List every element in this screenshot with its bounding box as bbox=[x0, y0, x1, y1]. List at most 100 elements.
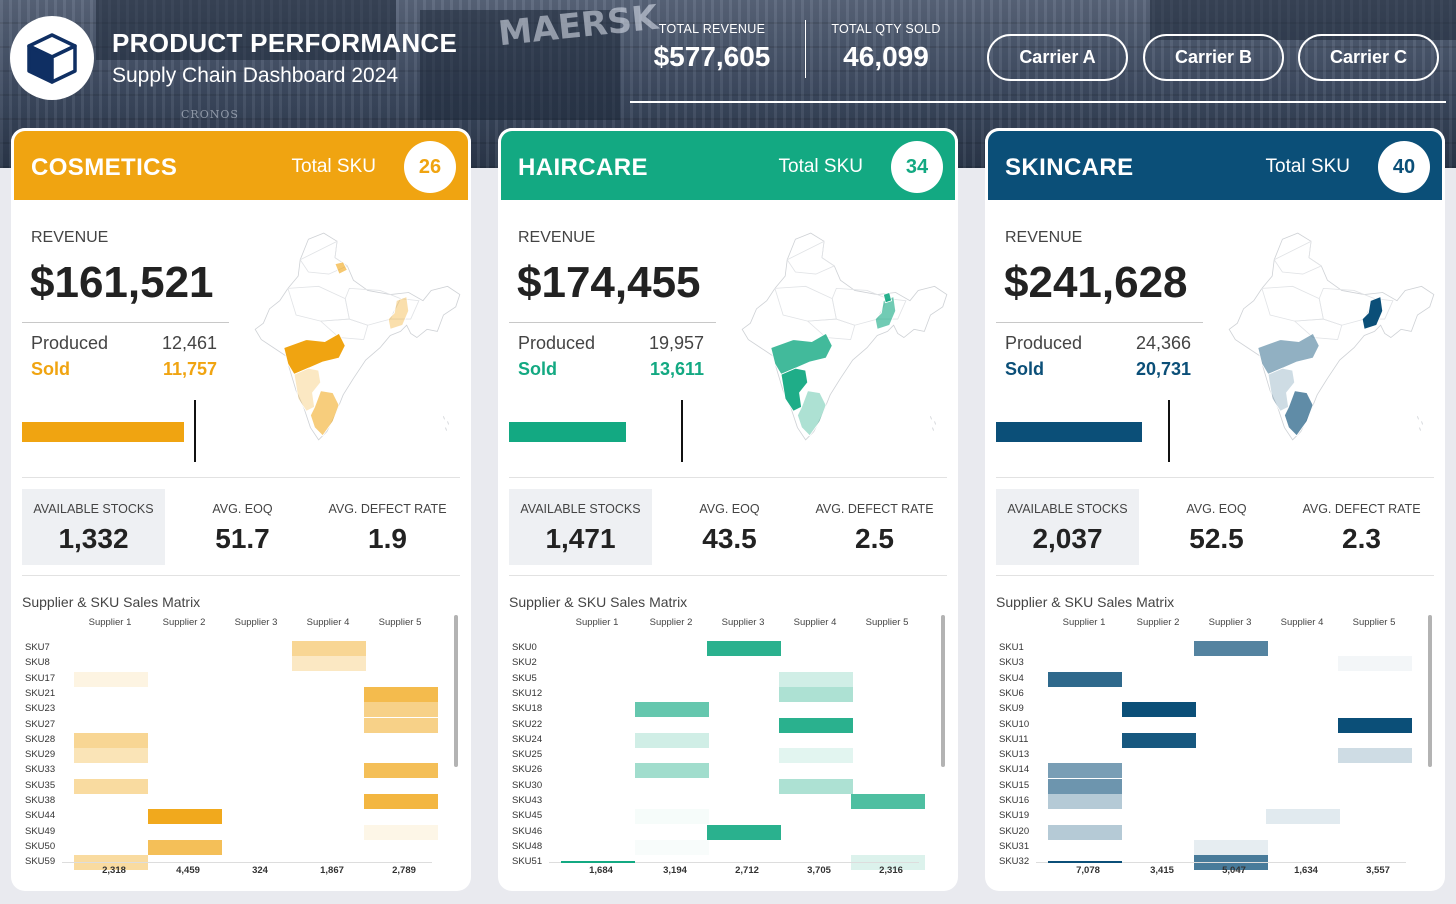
matrix-scrollbar[interactable] bbox=[454, 615, 458, 767]
divider bbox=[22, 575, 460, 576]
matrix-cell bbox=[1048, 794, 1122, 809]
category-name: COSMETICS bbox=[31, 154, 178, 181]
matrix-sku-label: SKU59 bbox=[25, 856, 56, 868]
matrix-sku-label: SKU7 bbox=[25, 642, 50, 653]
total-sku-badge: 40 bbox=[1378, 141, 1430, 193]
map-outline bbox=[254, 232, 461, 441]
matrix-sku-label: SKU25 bbox=[512, 749, 543, 761]
map-region-west-bengal bbox=[1361, 296, 1384, 330]
matrix-supplier-total: 4,459 bbox=[176, 865, 200, 876]
matrix-sku-label: SKU45 bbox=[512, 810, 543, 822]
matrix-sku-label: SKU26 bbox=[512, 764, 543, 776]
map-islands bbox=[934, 421, 936, 425]
stat-value: 1,332 bbox=[58, 523, 129, 554]
matrix-cell bbox=[1048, 671, 1122, 687]
stat-label: AVAILABLE STOCKS bbox=[33, 502, 154, 516]
matrix-supplier-header: Supplier 2 bbox=[1136, 617, 1180, 628]
matrix-supplier-header: Supplier 3 bbox=[721, 617, 765, 628]
stat-avg-eoq: AVG. EOQ 52.5 bbox=[1145, 489, 1288, 565]
category-card-skincare: SKINCARE Total SKU 40 REVENUE $241,628 Produc… bbox=[985, 128, 1445, 891]
header-divider bbox=[630, 101, 1446, 103]
header-banner: MAERSK CRONOS bbox=[0, 0, 1456, 168]
revenue-label: REVENUE bbox=[518, 229, 596, 246]
matrix-cell bbox=[635, 702, 709, 718]
stat-label: AVG. DEFECT RATE bbox=[815, 502, 934, 516]
divider bbox=[22, 477, 460, 478]
matrix-cell bbox=[779, 748, 853, 764]
stat-label: AVG. EOQ bbox=[699, 502, 760, 516]
divider bbox=[22, 322, 229, 323]
matrix-cell bbox=[851, 794, 925, 809]
matrix-supplier-header: Supplier 3 bbox=[1208, 617, 1252, 628]
matrix-cell bbox=[74, 778, 148, 794]
divider bbox=[509, 322, 716, 323]
matrix-sku-label: SKU23 bbox=[25, 703, 56, 715]
stat-label: AVG. EOQ bbox=[1186, 502, 1247, 516]
matrix-supplier-total: 1,684 bbox=[589, 865, 613, 876]
carrier-a-button[interactable]: Carrier A bbox=[987, 34, 1128, 81]
supplier-sku-matrix: Supplier 1 Supplier 2 Supplier 3 Supplier 4… bbox=[22, 612, 462, 882]
matrix-sku-label: SKU19 bbox=[999, 810, 1030, 822]
map-state-border bbox=[1363, 298, 1394, 320]
matrix-axis-highlight bbox=[1048, 861, 1122, 863]
map-islands bbox=[1419, 427, 1421, 431]
matrix-supplier-total: 7,078 bbox=[1076, 865, 1100, 876]
supplier-sku-matrix: Supplier 1 Supplier 2 Supplier 3 Supplier 4… bbox=[996, 612, 1436, 882]
matrix-supplier-header: Supplier 1 bbox=[1062, 617, 1106, 628]
matrix-sku-label: SKU28 bbox=[25, 733, 56, 745]
matrix-cell bbox=[1338, 717, 1412, 733]
matrix-axis bbox=[1036, 862, 1406, 863]
matrix-sku-label: SKU31 bbox=[999, 840, 1030, 852]
map-region-maharashtra bbox=[283, 332, 346, 375]
total-sku-label: Total SKU bbox=[291, 156, 376, 177]
sold-row: Sold 11,757 bbox=[31, 359, 217, 380]
map-state-border bbox=[786, 240, 836, 275]
kpi-label: TOTAL QTY SOLD bbox=[831, 22, 941, 36]
stat-value: 2.5 bbox=[855, 523, 894, 554]
background-container-text: CRONOS bbox=[181, 108, 239, 121]
matrix-supplier-total: 3,557 bbox=[1366, 865, 1390, 876]
kpi-value: $577,605 bbox=[653, 41, 771, 72]
stat-value: 2,037 bbox=[1032, 523, 1103, 554]
total-sku-badge: 26 bbox=[404, 141, 456, 193]
kpi-total-revenue: TOTAL REVENUE $577,605 bbox=[646, 22, 778, 73]
matrix-supplier-header: Supplier 4 bbox=[793, 617, 837, 628]
map-state-border bbox=[1318, 287, 1376, 326]
matrix-supplier-header: Supplier 1 bbox=[575, 617, 619, 628]
matrix-cell bbox=[635, 809, 709, 825]
card-header: HAIRCARE Total SKU 34 bbox=[498, 128, 958, 200]
carrier-b-button[interactable]: Carrier B bbox=[1143, 34, 1284, 81]
map-region-maharashtra bbox=[770, 332, 833, 375]
sold-label: Sold bbox=[1005, 359, 1044, 379]
map-region-maharashtra bbox=[1257, 332, 1320, 375]
matrix-sku-label: SKU50 bbox=[25, 840, 56, 852]
map-state-border bbox=[831, 287, 889, 326]
matrix-scrollbar[interactable] bbox=[941, 615, 945, 767]
revenue-label: REVENUE bbox=[31, 229, 109, 246]
matrix-sku-label: SKU17 bbox=[25, 672, 56, 684]
matrix-sku-label: SKU8 bbox=[25, 657, 50, 669]
matrix-cell bbox=[292, 656, 366, 672]
matrix-supplier-total: 2,316 bbox=[879, 865, 903, 876]
revenue-value: $241,628 bbox=[1004, 258, 1188, 307]
matrix-cell bbox=[779, 671, 853, 687]
matrix-supplier-total: 3,415 bbox=[1150, 865, 1174, 876]
sold-value: 20,731 bbox=[1135, 359, 1191, 379]
map-outline bbox=[1228, 232, 1435, 441]
dashboard-subtitle: Supply Chain Dashboard 2024 bbox=[112, 64, 399, 87]
sold-row: Sold 20,731 bbox=[1005, 359, 1191, 380]
stat-label: AVAILABLE STOCKS bbox=[1007, 502, 1128, 516]
dashboard-title: PRODUCT PERFORMANCE bbox=[112, 28, 458, 58]
kpi-total-qty-sold: TOTAL QTY SOLD 46,099 bbox=[824, 22, 948, 73]
map-islands bbox=[445, 427, 447, 431]
total-sku-badge: 34 bbox=[891, 141, 943, 193]
matrix-sku-label: SKU0 bbox=[512, 642, 537, 653]
matrix-sku-label: SKU46 bbox=[512, 825, 543, 837]
divider bbox=[996, 477, 1434, 478]
matrix-cell bbox=[779, 686, 853, 702]
produced-target-line bbox=[681, 400, 683, 462]
carrier-c-button[interactable]: Carrier C bbox=[1298, 34, 1439, 81]
matrix-scrollbar[interactable] bbox=[1428, 615, 1432, 767]
total-sku-label: Total SKU bbox=[1265, 156, 1350, 177]
sold-row: Sold 13,611 bbox=[518, 359, 704, 380]
